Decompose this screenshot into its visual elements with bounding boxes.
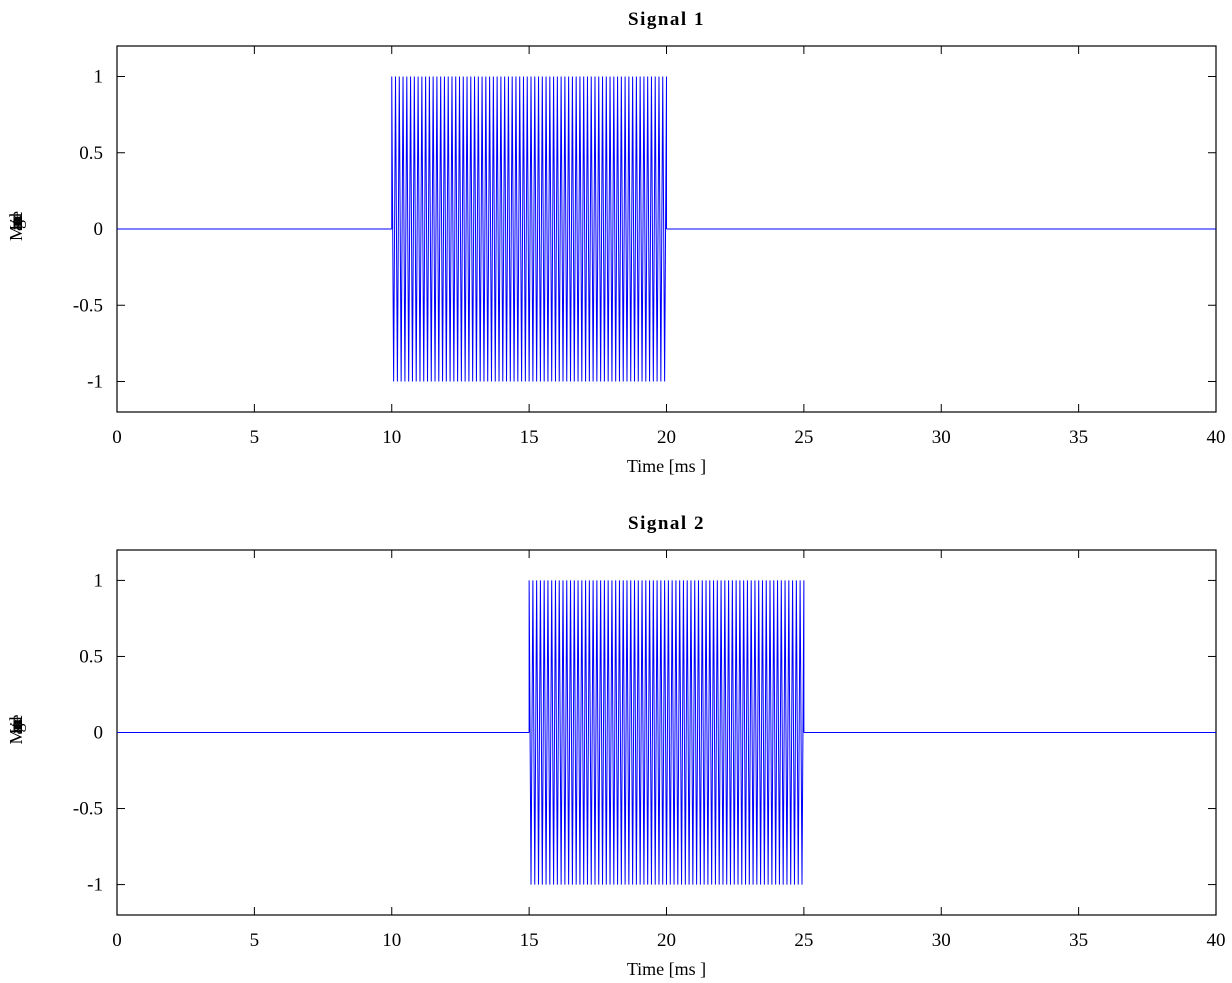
x-axis-label: Time [ms ] [627,959,706,979]
x-tick-label: 35 [1069,930,1088,951]
x-tick-label: 5 [250,427,260,448]
x-tick-label: 15 [520,930,539,951]
y-tick-label: 1 [94,570,104,591]
y-tick-label: -0.5 [73,295,103,316]
y-tick-label: 0.5 [79,646,103,667]
y-tick-label: -1 [87,372,103,393]
y-tick-label: 0.5 [79,143,103,164]
y-tick-label: 1 [94,67,104,88]
y-tick-label: -0.5 [73,799,103,820]
chart-panel-2: Signal 2 0 5 10 15 20 25 30 35 40 1 0.5 0 -0.5 -1 Time … [6,513,1226,979]
y-tick-label: 0 [94,723,104,744]
x-axis-label: Time [ms ] [627,456,706,476]
x-tick-label: 20 [657,930,676,951]
x-tick-label: 5 [250,930,260,951]
chart-title: Signal 2 [628,513,705,534]
x-tick-label: 0 [112,930,122,951]
series-line-1 [117,76,1216,382]
x-tick-label: 15 [520,427,539,448]
x-tick-label: 25 [794,930,813,951]
x-tick-label: 40 [1207,930,1226,951]
x-tick-label: 25 [794,427,813,448]
x-tick-label: 30 [932,930,951,951]
y-axis-label: Magnitude [6,715,26,745]
x-tick-label: 20 [657,427,676,448]
x-tick-label: 10 [382,930,401,951]
x-tick-label: 40 [1207,427,1226,448]
x-tick-label: 30 [932,427,951,448]
x-tick-label: 10 [382,427,401,448]
y-tick-label: 0 [94,219,104,240]
y-axis-label: Magnitude [6,211,26,241]
chart-title: Signal 1 [628,9,705,30]
y-tick-label: -1 [87,875,103,896]
x-tick-label: 0 [112,427,122,448]
x-tick-label: 35 [1069,427,1088,448]
series-line-1 [117,580,1216,885]
chart-panel-1: Signal 1 0 5 10 15 20 25 30 35 40 1 0.5 0 -0.5 -1 Time … [6,9,1226,476]
